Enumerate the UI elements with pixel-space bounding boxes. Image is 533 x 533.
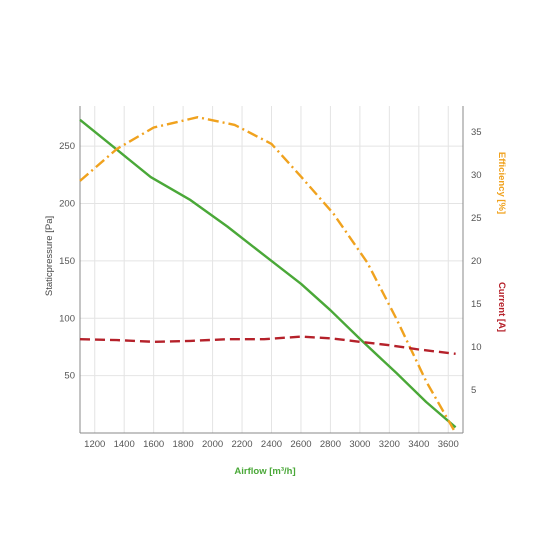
x-tick-labels: 1200 1400 1600 1800 2000 2200 2400 2600 2800 3000…: [84, 439, 459, 450]
current-axis-title: Current [A]: [496, 282, 507, 332]
x-tick-label: 3400: [408, 439, 429, 450]
x-tick-label: 2400: [261, 439, 282, 450]
left-tick-label: 50: [64, 371, 75, 382]
right-tick-label: 10: [471, 342, 482, 353]
right-tick-label: 30: [471, 170, 482, 181]
right-tick-labels: 5 10 15 20 25 30 35: [471, 127, 482, 396]
x-tick-label: 3200: [379, 439, 400, 450]
left-tick-label: 200: [59, 199, 75, 210]
grid-lines: [80, 106, 463, 433]
left-tick-labels: 50 100 150 200 250: [59, 141, 75, 381]
right-tick-label: 25: [471, 213, 482, 224]
x-tick-label: 2600: [290, 439, 311, 450]
axes: [79, 106, 464, 434]
pressure-series-line: [79, 118, 457, 429]
right-tick-label: 20: [471, 256, 482, 267]
series-lines: [79, 115, 457, 434]
efficiency-axis-title: Efficiency [%]: [496, 152, 507, 214]
x-tick-label: 2200: [231, 439, 252, 450]
efficiency-series-line: [79, 115, 457, 434]
x-tick-label: 2800: [320, 439, 341, 450]
x-tick-label: 2000: [202, 439, 223, 450]
left-tick-label: 250: [59, 141, 75, 152]
right-tick-label: 15: [471, 299, 482, 310]
left-y-axis-title: Staticpressure [Pa]: [44, 216, 55, 296]
x-axis-title: Airflow [m³/h]: [234, 466, 295, 477]
x-tick-label: 3600: [438, 439, 459, 450]
x-tick-label: 3000: [349, 439, 370, 450]
x-tick-label: 1400: [114, 439, 135, 450]
x-tick-label: 1200: [84, 439, 105, 450]
x-tick-label: 1600: [143, 439, 164, 450]
current-series-line: [79, 335, 456, 355]
x-tick-label: 1800: [173, 439, 194, 450]
right-tick-label: 5: [471, 385, 476, 396]
left-tick-label: 150: [59, 256, 75, 267]
right-tick-label: 35: [471, 127, 482, 138]
left-tick-label: 100: [59, 313, 75, 324]
